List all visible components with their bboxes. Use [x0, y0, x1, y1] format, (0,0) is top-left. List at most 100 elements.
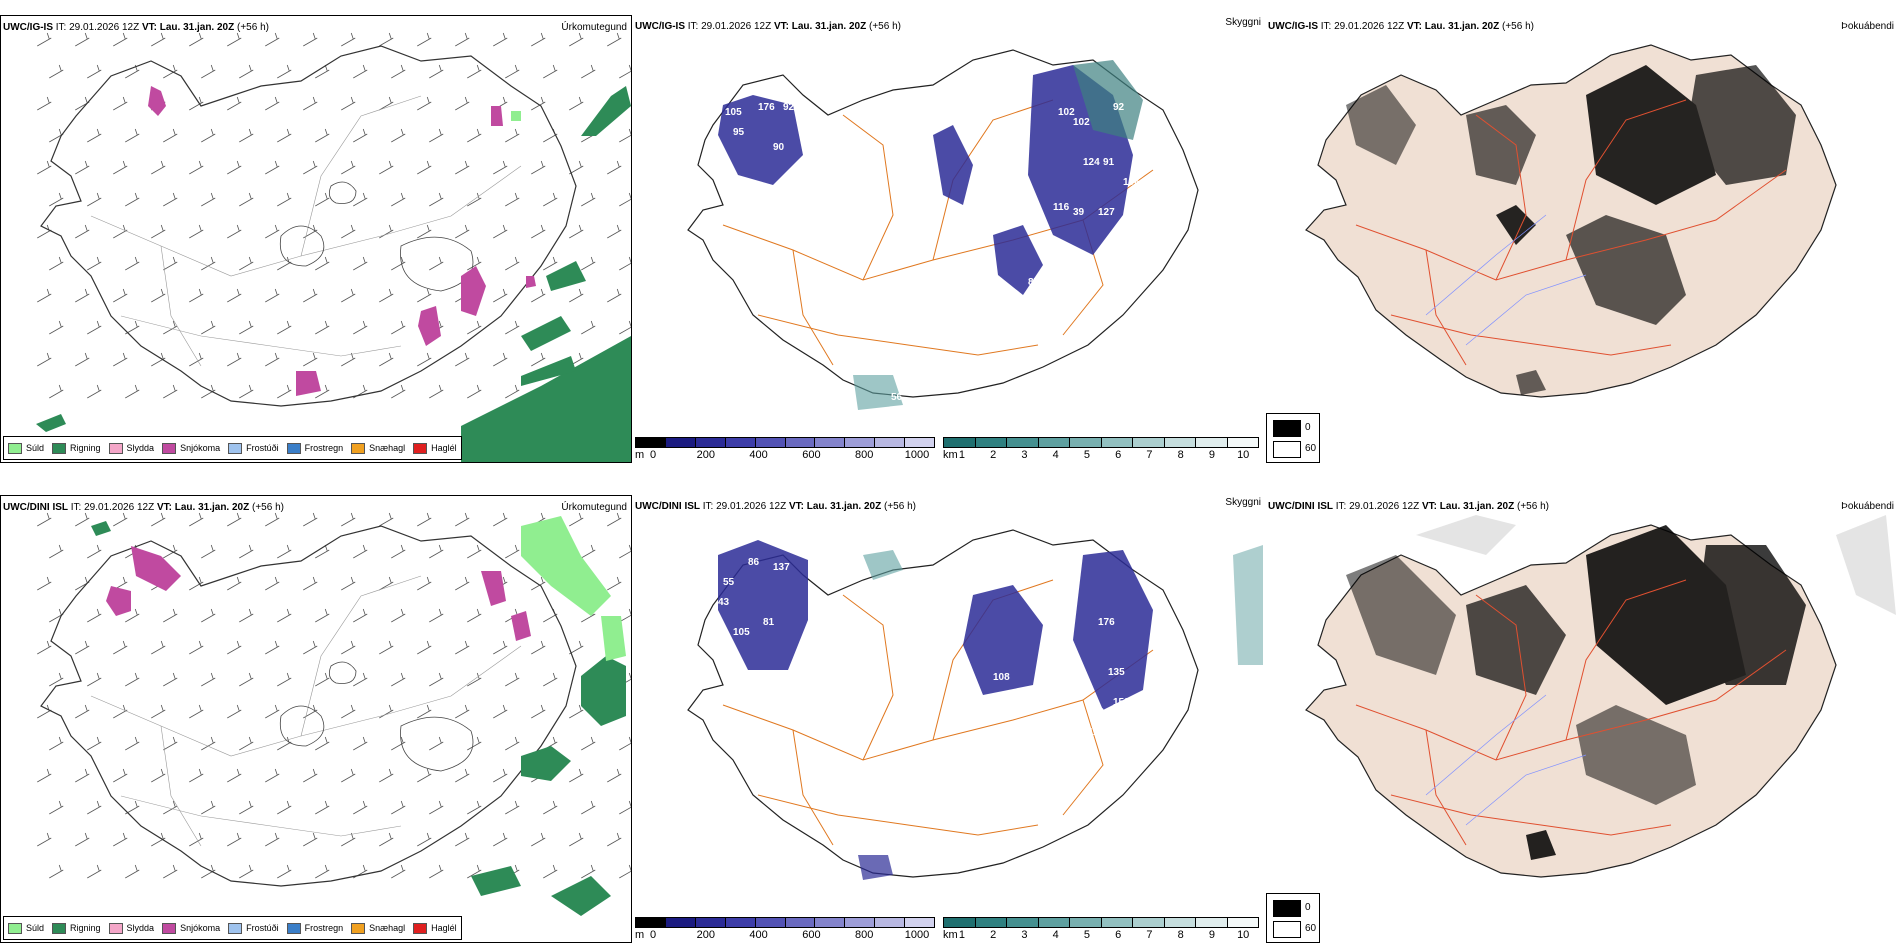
- wind-barb: [417, 768, 432, 783]
- wind-barb: [125, 64, 140, 79]
- wind-barb: [341, 640, 356, 655]
- wind-barb: [429, 608, 444, 623]
- precip-rain-areas: [91, 521, 626, 916]
- legend-label: Snæhagl: [369, 443, 406, 453]
- wind-barb: [543, 256, 558, 271]
- visibility-label: 91: [1103, 157, 1115, 168]
- colorbar-tick: 9: [1208, 929, 1215, 941]
- wind-barb: [505, 256, 520, 271]
- wind-barb: [227, 576, 242, 591]
- wind-barb: [531, 160, 546, 175]
- legend-swatch: [8, 922, 22, 934]
- wind-barb: [607, 576, 622, 591]
- fog-legend: 0 60: [1266, 893, 1320, 943]
- wind-barb: [163, 320, 178, 335]
- wind-barb: [113, 32, 128, 47]
- wind-barb: [493, 832, 508, 847]
- wind-barb: [467, 608, 482, 623]
- legend-label: Slydda: [126, 443, 155, 453]
- colorbar-segment: [975, 438, 1007, 447]
- wind-barb: [379, 512, 394, 527]
- wind-barb: [87, 544, 102, 559]
- wind-barb: [239, 672, 254, 687]
- wind-barb: [543, 64, 558, 79]
- roads: [90, 95, 522, 367]
- wind-barb: [189, 704, 204, 719]
- wind-barb: [619, 544, 631, 559]
- wind-barb: [493, 352, 508, 367]
- legend-label: Rigning: [70, 443, 101, 453]
- wind-barb: [391, 544, 406, 559]
- wind-barb: [265, 352, 280, 367]
- wind-barb: [37, 224, 52, 239]
- wind-barb: [75, 224, 90, 239]
- colorbar-tick: 1: [958, 929, 966, 941]
- wind-barb: [391, 192, 406, 207]
- legend-swatch: [108, 442, 123, 454]
- wind-barb: [531, 32, 546, 47]
- visibility-unit: km: [943, 929, 958, 941]
- wind-barb: [581, 864, 596, 879]
- wind-barb: [455, 576, 470, 591]
- visibility-label: 134: [1093, 707, 1110, 718]
- legend-swatch: [52, 442, 67, 454]
- wind-barb: [505, 128, 520, 143]
- legend-swatch: [413, 922, 428, 934]
- wind-barb: [87, 736, 102, 751]
- wind-barb: [467, 384, 482, 399]
- visibility-label: 153: [1113, 697, 1130, 708]
- wind-barb: [239, 128, 254, 143]
- wind-barb: [569, 512, 584, 527]
- colorbar-segment: [944, 438, 976, 447]
- wind-barb: [417, 512, 432, 527]
- coastline: [687, 49, 1199, 398]
- colorbar-segment: [755, 438, 786, 447]
- colorbar-segment: [815, 438, 846, 447]
- wind-barb: [379, 96, 394, 111]
- wind-barb: [227, 832, 242, 847]
- wind-barb: [227, 704, 242, 719]
- roads: [1355, 579, 1787, 846]
- wind-barb: [303, 160, 318, 175]
- precip-snow-areas: [106, 546, 531, 641]
- visibility-label: 132: [1043, 307, 1060, 318]
- colorbar-segment: [636, 918, 666, 927]
- wind-barb: [569, 832, 584, 847]
- wind-barb: [417, 832, 432, 847]
- wind-barb: [455, 832, 470, 847]
- roads: [1355, 99, 1787, 366]
- colorbar-segment: [1038, 438, 1070, 447]
- wind-barb: [49, 192, 64, 207]
- colorbar-segment: [845, 918, 876, 927]
- precip-snow-areas: [148, 86, 536, 396]
- visibility-label: 116: [1053, 202, 1070, 213]
- visibility-label: 92: [1113, 102, 1125, 113]
- legend-swatch: [108, 922, 123, 934]
- colorbar-segment: [815, 918, 846, 927]
- colorbar-segment: [905, 438, 935, 447]
- wind-barb: [379, 576, 394, 591]
- visibility-label: 118: [1073, 287, 1090, 298]
- wind-barb: [455, 32, 470, 47]
- colorbar-tick: 2: [990, 929, 997, 941]
- wind-barb: [201, 128, 216, 143]
- panel-visibility-dini: 105 81 137 86 93 108 112 119 135 176 153 134 116 102 5…: [633, 495, 1265, 943]
- panel-fog-indicator-dini: UWC/DINI ISL IT: 29.01.2026 12Z VT: Lau.…: [1266, 495, 1900, 943]
- wind-barb: [429, 736, 444, 751]
- wind-barb: [239, 736, 254, 751]
- wind-barb: [239, 64, 254, 79]
- legend-label: Snjókoma: [180, 923, 221, 933]
- wind-barb: [277, 608, 292, 623]
- wind-barb: [277, 384, 292, 399]
- panel-header: UWC/IG-IS IT: 29.01.2026 12Z VT: Lau. 31…: [1268, 21, 1534, 32]
- coastline: [40, 525, 577, 887]
- wind-barb: [493, 512, 508, 527]
- wind-barb: [391, 320, 406, 335]
- wind-barb: [619, 128, 631, 143]
- wind-barb: [87, 320, 102, 335]
- colorbar-segment: [905, 918, 935, 927]
- wind-barb: [391, 128, 406, 143]
- panel-header: UWC/DINI ISL IT: 29.01.2026 12Z VT: Lau.…: [1268, 501, 1549, 512]
